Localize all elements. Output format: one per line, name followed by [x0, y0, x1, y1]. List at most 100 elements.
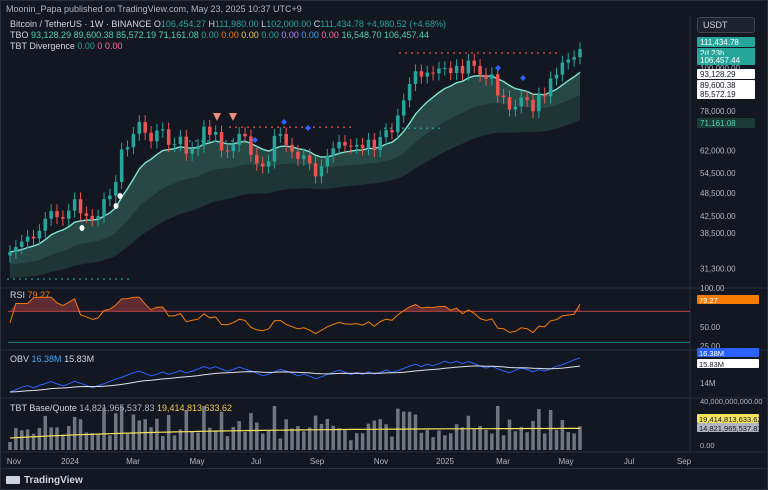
time-tick-label: Sep — [677, 457, 692, 466]
candle-body — [108, 195, 112, 200]
base-quote-value-2: 19,414,813,633.62 — [156, 403, 233, 413]
volume-bar — [255, 422, 259, 450]
candle — [125, 140, 130, 157]
ohlc-key-c: C — [311, 19, 321, 29]
volume-bar — [349, 440, 353, 450]
candle — [454, 59, 459, 81]
price-label-text: 71,161.08 — [700, 119, 736, 128]
volume-bar — [443, 435, 447, 450]
candle-body — [31, 236, 36, 239]
candle — [90, 209, 95, 227]
divergence-marker — [252, 137, 258, 143]
support-dots — [43, 278, 45, 280]
time-tick-label: Mar — [496, 457, 510, 466]
volume-bar — [384, 424, 388, 450]
price-tick-label: 42,500.00 — [700, 212, 736, 221]
support-dots — [201, 140, 203, 142]
rsi-legend[interactable]: RSI 79.27 — [10, 290, 50, 301]
resistance-dots — [241, 126, 243, 129]
candle-body — [448, 67, 453, 73]
indicator-value-label: 79.27 — [697, 295, 759, 305]
divergence-name: TBT Divergence — [10, 41, 75, 51]
obv-value-1: 16.38M — [31, 354, 62, 364]
tbo-legend[interactable]: TBO 93,128.29 89,600.38 85,572.19 71,161… — [10, 30, 429, 41]
publisher-line: Moonin_Papa published on TradingView.com… — [6, 4, 302, 14]
price-label-bg — [697, 89, 755, 99]
candle-body — [525, 97, 529, 100]
volume-bar — [202, 406, 206, 450]
candle — [19, 234, 24, 255]
volume-bar — [366, 423, 371, 450]
branding-text: TradingView — [24, 475, 83, 486]
volume-bar — [337, 428, 341, 450]
time-tick-label: Jul — [251, 457, 261, 466]
candle-body — [495, 74, 500, 96]
candle — [43, 211, 48, 238]
resistance-dots — [507, 52, 509, 54]
candle-body — [272, 135, 277, 162]
buy-signal-marker — [117, 193, 123, 199]
footer-bar: TradingView — [0, 468, 768, 490]
candle-body — [102, 199, 106, 217]
ohlc-value-c: 111,434.78 — [320, 19, 364, 29]
support-dots — [390, 127, 392, 130]
base-quote-legend[interactable]: TBT Base/Quote 14,821,965,537.83 19,414,… — [10, 403, 232, 414]
resistance-dots — [423, 52, 425, 54]
obv-tick-label: 14M — [700, 379, 716, 388]
price-label-text: 85,572.19 — [700, 90, 736, 99]
candle — [231, 138, 236, 159]
candle — [554, 67, 559, 86]
support-dots — [219, 140, 221, 142]
volume-bar — [49, 427, 53, 450]
volume-bar — [472, 428, 476, 450]
resistance-dots — [471, 52, 473, 54]
support-dots — [231, 140, 233, 142]
volume-bar — [343, 430, 347, 450]
buy-signal-marker — [79, 225, 85, 231]
support-dots — [85, 278, 87, 280]
candle — [131, 127, 136, 155]
price-label-bg — [697, 69, 755, 79]
volume-bar — [14, 428, 18, 450]
candle-body — [396, 115, 400, 133]
symbol-legend[interactable]: Bitcoin / TetherUS · 1W · BINANCE O106,4… — [10, 19, 446, 30]
price-label: 71,161.08 — [697, 118, 755, 128]
support-dots — [213, 140, 215, 142]
tradingview-logo[interactable]: TradingView — [6, 475, 83, 486]
volume-bar — [208, 427, 212, 450]
candle-body — [425, 72, 429, 77]
candle-body — [284, 134, 288, 145]
volume-bar — [425, 429, 429, 450]
resistance-dots — [519, 52, 521, 54]
volume-bar — [542, 433, 547, 450]
tbo-value: 89,600.38 — [71, 30, 114, 40]
candle-body — [519, 97, 523, 107]
volume-bar — [61, 434, 65, 450]
volume-bar — [537, 409, 541, 450]
price-label: 106,457.44 — [697, 55, 755, 65]
rsi-name: RSI — [10, 290, 26, 300]
volume-bar — [225, 436, 230, 450]
candle — [225, 143, 230, 159]
volume-bar — [401, 411, 406, 450]
candle-body — [114, 181, 118, 196]
volume-bar — [31, 433, 36, 450]
support-dots — [67, 278, 69, 280]
resistance-dots — [549, 52, 551, 54]
candle-body — [454, 65, 459, 73]
currency-button[interactable]: USDT — [697, 17, 755, 33]
tbo-value: 71,161.08 — [156, 30, 199, 40]
resistance-dots — [555, 52, 557, 54]
price-label-bg — [697, 55, 755, 65]
obv-legend[interactable]: OBV 16.38M 15.83M — [10, 354, 94, 365]
divergence-marker — [520, 75, 526, 81]
divergence-legend[interactable]: TBT Divergence 0.00 0 0.00 — [10, 41, 122, 52]
volume-bar — [478, 425, 482, 450]
candle-body — [131, 133, 136, 148]
support-dots — [97, 278, 99, 280]
resistance-dots — [483, 52, 485, 54]
candle-body — [560, 62, 565, 75]
candle-body — [531, 99, 535, 112]
candle-body — [25, 236, 30, 242]
